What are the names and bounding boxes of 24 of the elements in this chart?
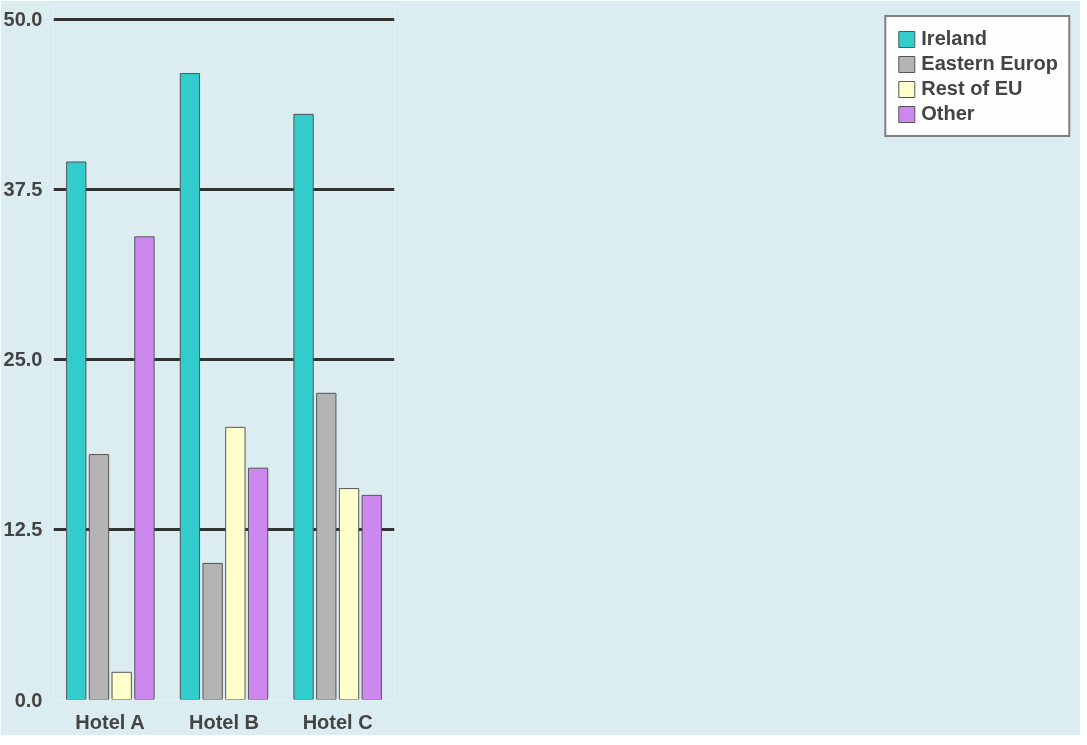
x-tick-label: Hotel C — [302, 710, 373, 733]
y-tick-label: 0.0 — [14, 688, 43, 711]
bar — [179, 73, 201, 700]
bar — [111, 671, 132, 700]
bar — [225, 426, 246, 700]
bar — [247, 467, 269, 700]
y-tick-label: 37.5 — [3, 178, 43, 201]
legend-label: Ireland — [921, 27, 987, 50]
y-tick-label: 50.0 — [3, 8, 43, 31]
bar — [134, 236, 155, 700]
bar — [293, 113, 314, 700]
bar — [202, 562, 223, 700]
bar — [361, 494, 382, 700]
bar — [88, 454, 110, 700]
legend-label: Other — [921, 102, 975, 125]
bar — [66, 161, 87, 700]
legend-label: Eastern Europ — [921, 52, 1058, 75]
y-tick-label: 12.5 — [3, 518, 43, 541]
x-tick-label: Hotel A — [75, 710, 145, 733]
bar — [338, 488, 360, 700]
x-tick-label: Hotel B — [189, 710, 259, 733]
y-tick-label: 25.0 — [3, 348, 43, 371]
bar — [316, 392, 337, 700]
legend-label: Rest of EU — [921, 77, 1023, 100]
